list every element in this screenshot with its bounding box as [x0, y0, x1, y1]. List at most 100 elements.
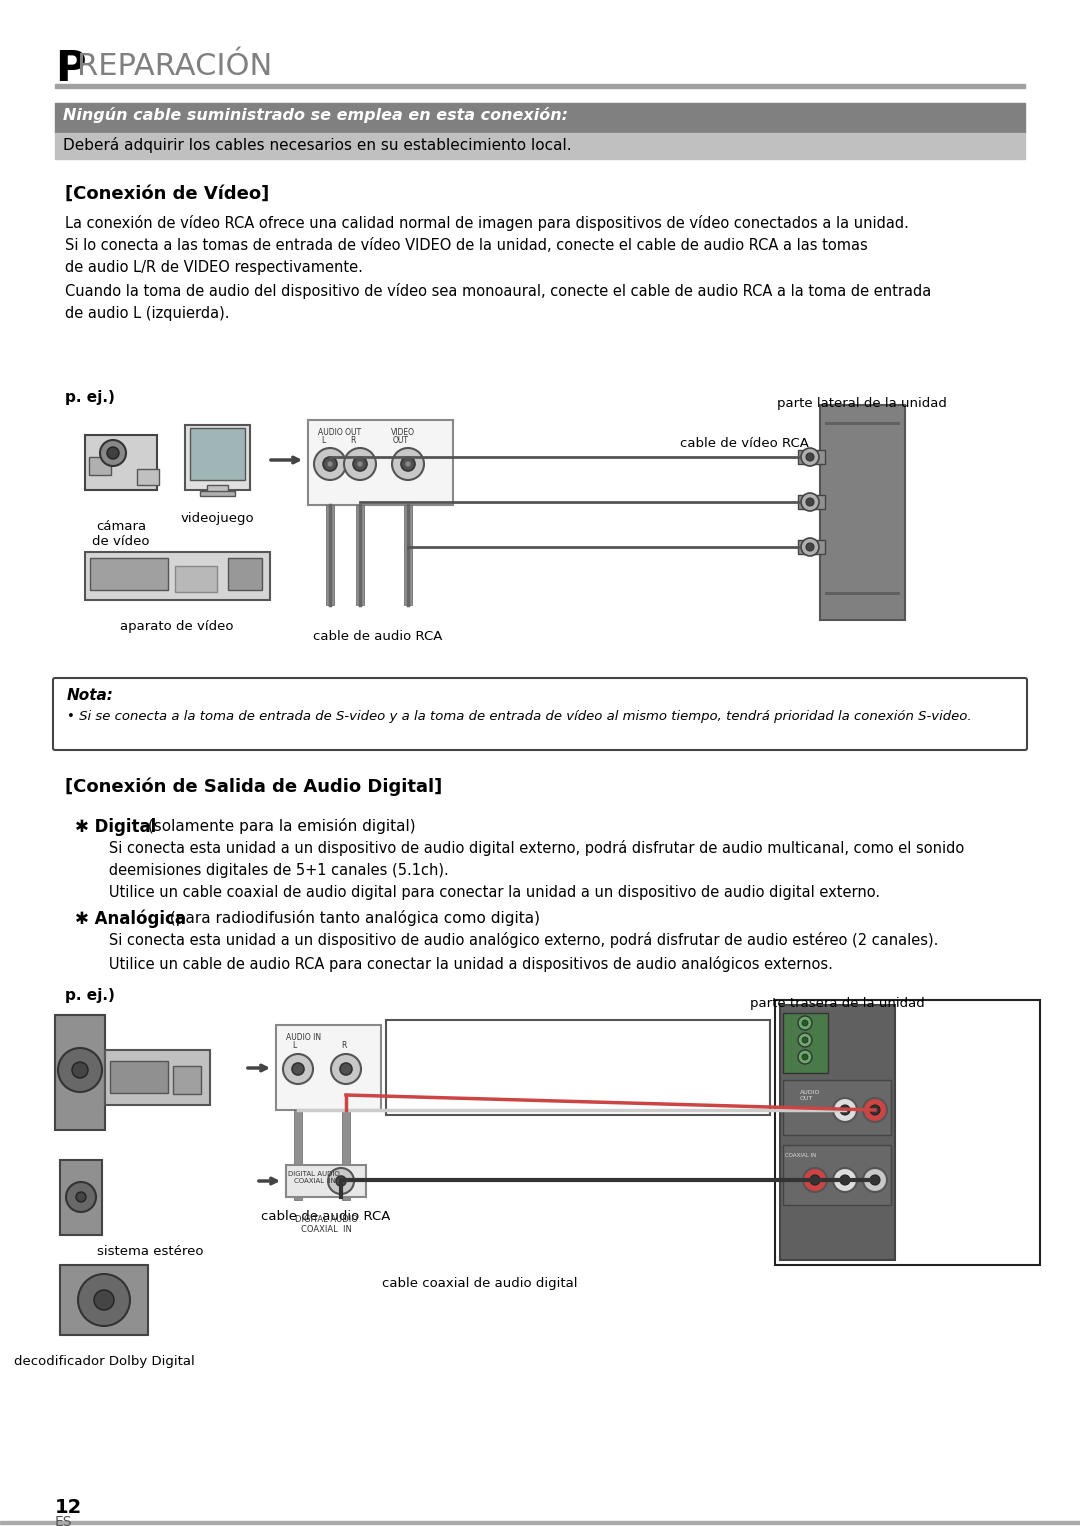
Text: AUDIO OUT: AUDIO OUT [318, 427, 361, 436]
Bar [775, 1000, 1040, 1265]
Text: parte trasera de la unidad: parte trasera de la unidad [750, 996, 924, 1010]
Text: p. ej.): p. ej.) [65, 987, 114, 1003]
Text: Si conecta esta unidad a un dispositivo de audio analógico externo, podrá disfru: Si conecta esta unidad a un dispositivo … [95, 932, 939, 972]
Bar [137, 468, 159, 485]
Text: parte lateral de la unidad: parte lateral de la unidad [778, 397, 947, 410]
Bar [173, 1067, 201, 1094]
Text: decodificador Dolby Digital: decodificador Dolby Digital [14, 1355, 194, 1367]
Circle shape [100, 439, 126, 465]
Circle shape [840, 1105, 850, 1116]
Bar [228, 559, 262, 591]
Bar [386, 1019, 770, 1116]
Bar [85, 552, 270, 600]
Bar [200, 491, 235, 496]
Text: R: R [341, 1041, 347, 1050]
Bar [825, 592, 900, 595]
Circle shape [94, 1289, 114, 1309]
Circle shape [283, 1054, 313, 1083]
Circle shape [863, 1167, 887, 1192]
Circle shape [863, 1099, 887, 1122]
Text: OUT: OUT [393, 436, 409, 446]
Circle shape [72, 1062, 87, 1077]
Bar [286, 1164, 366, 1196]
Bar [783, 1144, 891, 1206]
Text: [Conexión de Salida de Audio Digital]: [Conexión de Salida de Audio Digital] [65, 778, 442, 797]
Circle shape [870, 1105, 880, 1116]
Text: aparato de vídeo: aparato de vídeo [120, 620, 233, 633]
Circle shape [870, 1175, 880, 1186]
Circle shape [833, 1099, 858, 1122]
Bar [110, 1061, 168, 1093]
Circle shape [66, 1183, 96, 1212]
Text: cable de audio RCA: cable de audio RCA [261, 1210, 391, 1222]
Bar [0, 1521, 1080, 1524]
Circle shape [330, 1054, 361, 1083]
Text: ✱ Digital: ✱ Digital [75, 818, 157, 836]
Circle shape [336, 1177, 346, 1186]
Bar [90, 559, 168, 591]
Text: sistema estéreo: sistema estéreo [97, 1245, 203, 1257]
Bar [89, 456, 111, 475]
Bar [207, 485, 228, 491]
Circle shape [798, 1033, 812, 1047]
Circle shape [801, 539, 819, 555]
Circle shape [58, 1048, 102, 1093]
Circle shape [323, 456, 337, 472]
Bar [783, 1080, 891, 1135]
Bar [85, 435, 157, 490]
Bar [326, 505, 334, 604]
Text: AUDIO IN: AUDIO IN [286, 1033, 321, 1042]
Text: L: L [292, 1041, 296, 1050]
Circle shape [806, 543, 814, 551]
Circle shape [806, 497, 814, 507]
Bar [190, 427, 245, 481]
Bar [404, 505, 411, 604]
Text: ES: ES [55, 1515, 72, 1526]
Text: R: R [350, 436, 355, 446]
Text: p. ej.): p. ej.) [65, 391, 114, 404]
Text: cable de audio RCA: cable de audio RCA [313, 630, 443, 642]
Bar [356, 505, 364, 604]
Bar [276, 1025, 381, 1109]
Circle shape [798, 1050, 812, 1064]
Circle shape [345, 449, 376, 481]
Text: AUDIO
OUT: AUDIO OUT [800, 1090, 821, 1100]
Text: REPARACIÓN: REPARACIÓN [77, 52, 272, 81]
Text: cable de vídeo RCA: cable de vídeo RCA [680, 436, 809, 450]
Text: L: L [321, 436, 325, 446]
Circle shape [810, 1175, 820, 1186]
Text: DIGITAL AUDIO
COAXIAL  IN: DIGITAL AUDIO COAXIAL IN [295, 1215, 357, 1235]
Bar [780, 1006, 895, 1260]
Circle shape [401, 456, 415, 472]
Text: VIDEO: VIDEO [391, 427, 415, 436]
Bar [175, 566, 217, 592]
Circle shape [340, 1064, 352, 1074]
Circle shape [353, 456, 367, 472]
Bar [820, 404, 905, 620]
Bar [294, 1109, 302, 1199]
Bar [55, 102, 1025, 133]
Bar [60, 1160, 102, 1235]
Text: • Si se conecta a la toma de entrada de S-video y a la toma de entrada de vídeo : • Si se conecta a la toma de entrada de … [67, 710, 972, 723]
Circle shape [802, 1038, 808, 1042]
Bar [308, 420, 453, 505]
Circle shape [802, 1054, 808, 1061]
Text: COAXIAL  IN: COAXIAL IN [294, 1178, 336, 1184]
Text: Si conecta esta unidad a un dispositivo de audio digital externo, podrá disfruta: Si conecta esta unidad a un dispositivo … [95, 839, 964, 900]
Text: ✱ Analógica: ✱ Analógica [75, 909, 186, 928]
Circle shape [798, 1016, 812, 1030]
Circle shape [76, 1192, 86, 1202]
Bar [825, 423, 900, 426]
Text: [Conexión de Vídeo]: [Conexión de Vídeo] [65, 185, 269, 203]
Circle shape [78, 1274, 130, 1326]
Text: P: P [55, 47, 85, 90]
Bar [55, 1015, 105, 1129]
Circle shape [327, 461, 333, 467]
Text: Nota:: Nota: [67, 688, 113, 703]
Text: cable coaxial de audio digital: cable coaxial de audio digital [382, 1277, 578, 1289]
Circle shape [357, 461, 363, 467]
Text: (solamente para la emisión digital): (solamente para la emisión digital) [143, 818, 416, 835]
Circle shape [801, 493, 819, 511]
Circle shape [801, 449, 819, 465]
Text: 12: 12 [55, 1499, 82, 1517]
